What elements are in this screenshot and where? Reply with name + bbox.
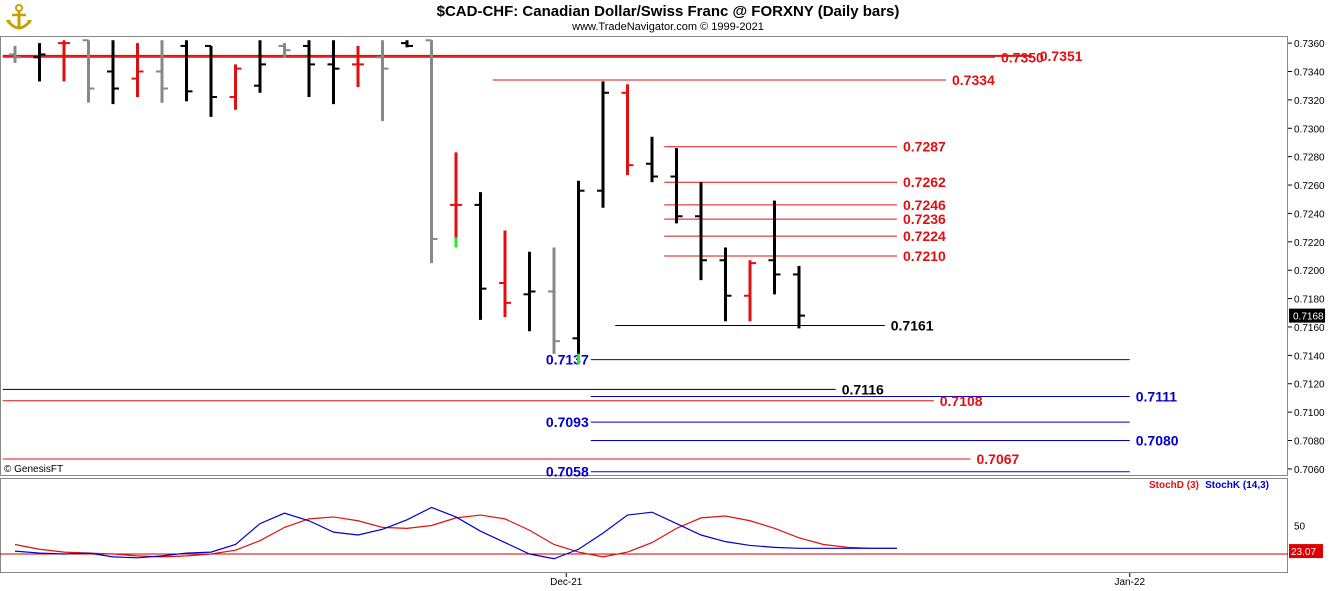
price-bar <box>695 182 707 281</box>
stoch-lines <box>14 506 897 560</box>
stoch-legend-item: StochD (3) <box>1149 480 1199 491</box>
price-bar <box>180 40 193 102</box>
level-label: 0.7116 <box>842 381 884 397</box>
y-tick-label: 0.7360 <box>1294 39 1325 50</box>
y-tick-label: 0.7100 <box>1294 408 1325 419</box>
price-bar <box>278 43 291 58</box>
price-bar <box>548 247 560 354</box>
y-tick-label: 0.7200 <box>1294 266 1325 277</box>
price-bar <box>327 40 340 105</box>
chart-title: $CAD-CHF: Canadian Dollar/Swiss Franc @ … <box>436 3 900 20</box>
price-bar <box>82 39 95 103</box>
price-bar <box>254 40 266 93</box>
level-labels: 0.73510.73500.73340.72870.72620.72460.72… <box>546 48 1179 480</box>
support-resistance-levels <box>2 54 1130 473</box>
level-label: 0.7067 <box>977 451 1020 467</box>
y-tick-label: 0.7280 <box>1294 153 1325 164</box>
price-bar <box>303 40 315 98</box>
level-label: 0.7093 <box>546 414 589 430</box>
level-label: 0.7334 <box>952 72 995 88</box>
y-tick-label: 0.7260 <box>1294 181 1325 192</box>
chart-subtitle: www.TradeNavigator.com © 1999-2021 <box>572 21 764 33</box>
y-tick-label: 0.7080 <box>1294 437 1325 448</box>
price-bar <box>425 39 438 264</box>
last-price-label: 0.7168 <box>1293 312 1324 323</box>
stoch-series-line <box>14 506 897 560</box>
price-bar <box>744 260 756 322</box>
stoch-legend-item: StochK (14,3) <box>1205 480 1269 491</box>
y-tick-label: 0.7240 <box>1294 209 1325 220</box>
price-bar <box>646 136 658 183</box>
level-label: 0.7210 <box>903 248 946 264</box>
level-label: 0.7262 <box>903 174 946 190</box>
chart-header: $CAD-CHF: Canadian Dollar/Swiss Franc @ … <box>0 0 1336 36</box>
price-bar <box>621 84 634 176</box>
price-y-axis: 0.7360 0.7340 0.7320 0.7300 0.7280 0.7260 0.72… <box>1288 39 1325 476</box>
level-label: 0.7351 <box>1040 48 1083 64</box>
price-bar <box>450 152 462 248</box>
price-bar <box>131 43 144 98</box>
last-price-badge <box>1289 308 1325 323</box>
y-tick-label: 0.7220 <box>1294 238 1325 249</box>
price-bar <box>768 200 781 295</box>
y-tick-label: 0.7140 <box>1294 351 1325 362</box>
price-bar <box>719 247 732 322</box>
y-tick-label: 0.7320 <box>1294 96 1325 107</box>
anchor-icon <box>6 4 32 30</box>
stoch-value-badge <box>1289 544 1323 559</box>
price-bar <box>352 45 364 88</box>
price-bar <box>107 40 119 105</box>
price-bar <box>229 64 242 110</box>
y-tick-label: 0.7160 <box>1294 323 1325 334</box>
stoch-value-label: 23.07 <box>1291 547 1316 558</box>
price-bar <box>376 40 389 122</box>
price-bar <box>499 230 511 318</box>
price-bar <box>523 251 536 332</box>
price-bar <box>9 45 21 63</box>
price-bar <box>793 265 805 329</box>
price-bar <box>156 40 168 103</box>
ohlc-bars <box>9 39 805 364</box>
level-label: 0.7111 <box>1136 389 1177 405</box>
price-bar <box>33 43 46 82</box>
level-label: 0.7108 <box>940 393 983 409</box>
level-label: 0.7350 <box>1001 49 1044 65</box>
x-tick-label: Jan-22 <box>1114 577 1145 588</box>
price-bar <box>572 180 585 364</box>
level-label: 0.7080 <box>1136 433 1179 449</box>
price-bar <box>597 81 609 208</box>
level-label: 0.7058 <box>546 464 589 480</box>
price-bar <box>670 148 683 224</box>
x-tick-label: Dec-21 <box>550 577 583 588</box>
stoch-y-label: 50 <box>1294 522 1306 533</box>
y-tick-label: 0.7180 <box>1294 295 1325 306</box>
price-bar <box>401 40 413 48</box>
level-label: 0.7236 <box>903 211 946 227</box>
level-label: 0.7137 <box>546 352 589 368</box>
y-tick-label: 0.7300 <box>1294 124 1325 135</box>
level-label: 0.7246 <box>903 197 946 213</box>
y-tick-label: 0.7340 <box>1294 67 1325 78</box>
y-tick-label: 0.7060 <box>1294 465 1325 476</box>
genesis-watermark: © GenesisFT <box>4 464 63 475</box>
price-bar <box>474 192 487 320</box>
price-panel <box>0 36 1288 476</box>
level-label: 0.7287 <box>903 139 946 155</box>
stoch-series-line <box>14 514 897 558</box>
level-label: 0.7224 <box>903 228 946 244</box>
level-label: 0.7161 <box>891 318 934 334</box>
price-bar <box>58 40 70 82</box>
stochastic-panel <box>0 478 1288 573</box>
price-bar <box>205 44 217 117</box>
y-tick-label: 0.7120 <box>1294 380 1325 391</box>
